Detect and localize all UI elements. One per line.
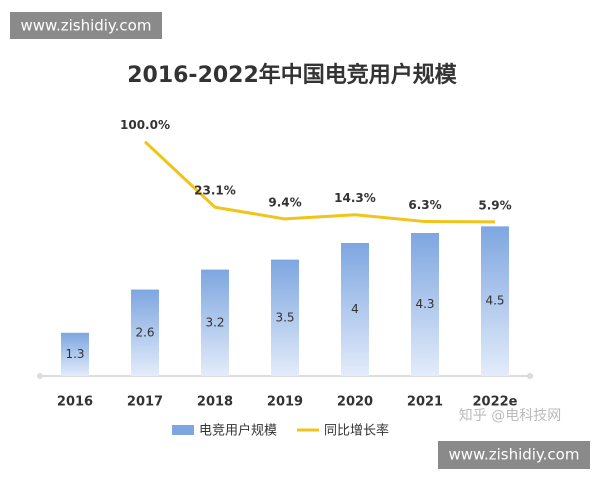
bar-label: 2.6 bbox=[135, 325, 154, 339]
bar bbox=[61, 332, 89, 376]
watermark: 知乎 @电科技网 bbox=[459, 407, 561, 424]
legend-label: 电竞用户规模 bbox=[199, 423, 277, 439]
line-label: 23.1% bbox=[194, 184, 236, 198]
bar bbox=[271, 259, 299, 376]
chart-title: 2016-2022年中国电竞用户规模 bbox=[127, 62, 458, 88]
bar bbox=[201, 269, 229, 376]
bar-label: 4 bbox=[351, 302, 359, 316]
bar-label: 4.5 bbox=[485, 294, 504, 308]
axis-end bbox=[37, 373, 43, 379]
watermark: www.zishidiy.com bbox=[449, 446, 580, 464]
bar-label: 3.2 bbox=[205, 315, 224, 329]
line-label: 100.0% bbox=[120, 118, 170, 132]
line-label: 14.3% bbox=[334, 191, 376, 205]
x-tick-label: 2022e bbox=[473, 395, 518, 410]
bar-label: 1.3 bbox=[65, 347, 84, 361]
x-tick-label: 2016 bbox=[57, 395, 93, 410]
legend-label: 同比增长率 bbox=[324, 423, 389, 439]
watermark-box bbox=[10, 12, 162, 39]
line bbox=[143, 140, 496, 224]
x-tick-label: 2018 bbox=[197, 395, 233, 410]
line-label: 5.9% bbox=[478, 198, 511, 212]
axis-end bbox=[527, 373, 533, 379]
x-tick-label: 2019 bbox=[267, 395, 303, 410]
bar-label: 4.3 bbox=[415, 297, 434, 311]
x-tick-label: 2021 bbox=[407, 395, 443, 410]
line-label: 6.3% bbox=[408, 198, 441, 212]
x-tick-label: 2017 bbox=[127, 395, 163, 410]
line-label: 9.4% bbox=[268, 195, 301, 209]
bar bbox=[481, 226, 509, 376]
bar bbox=[341, 242, 369, 376]
bar-label: 3.5 bbox=[275, 310, 294, 324]
bar bbox=[411, 233, 439, 376]
legend-swatch bbox=[172, 425, 194, 435]
watermark-box bbox=[438, 441, 590, 469]
x-tick-label: 2020 bbox=[337, 395, 373, 410]
bar bbox=[131, 289, 159, 376]
watermark: www.zishidiy.com bbox=[21, 17, 152, 35]
